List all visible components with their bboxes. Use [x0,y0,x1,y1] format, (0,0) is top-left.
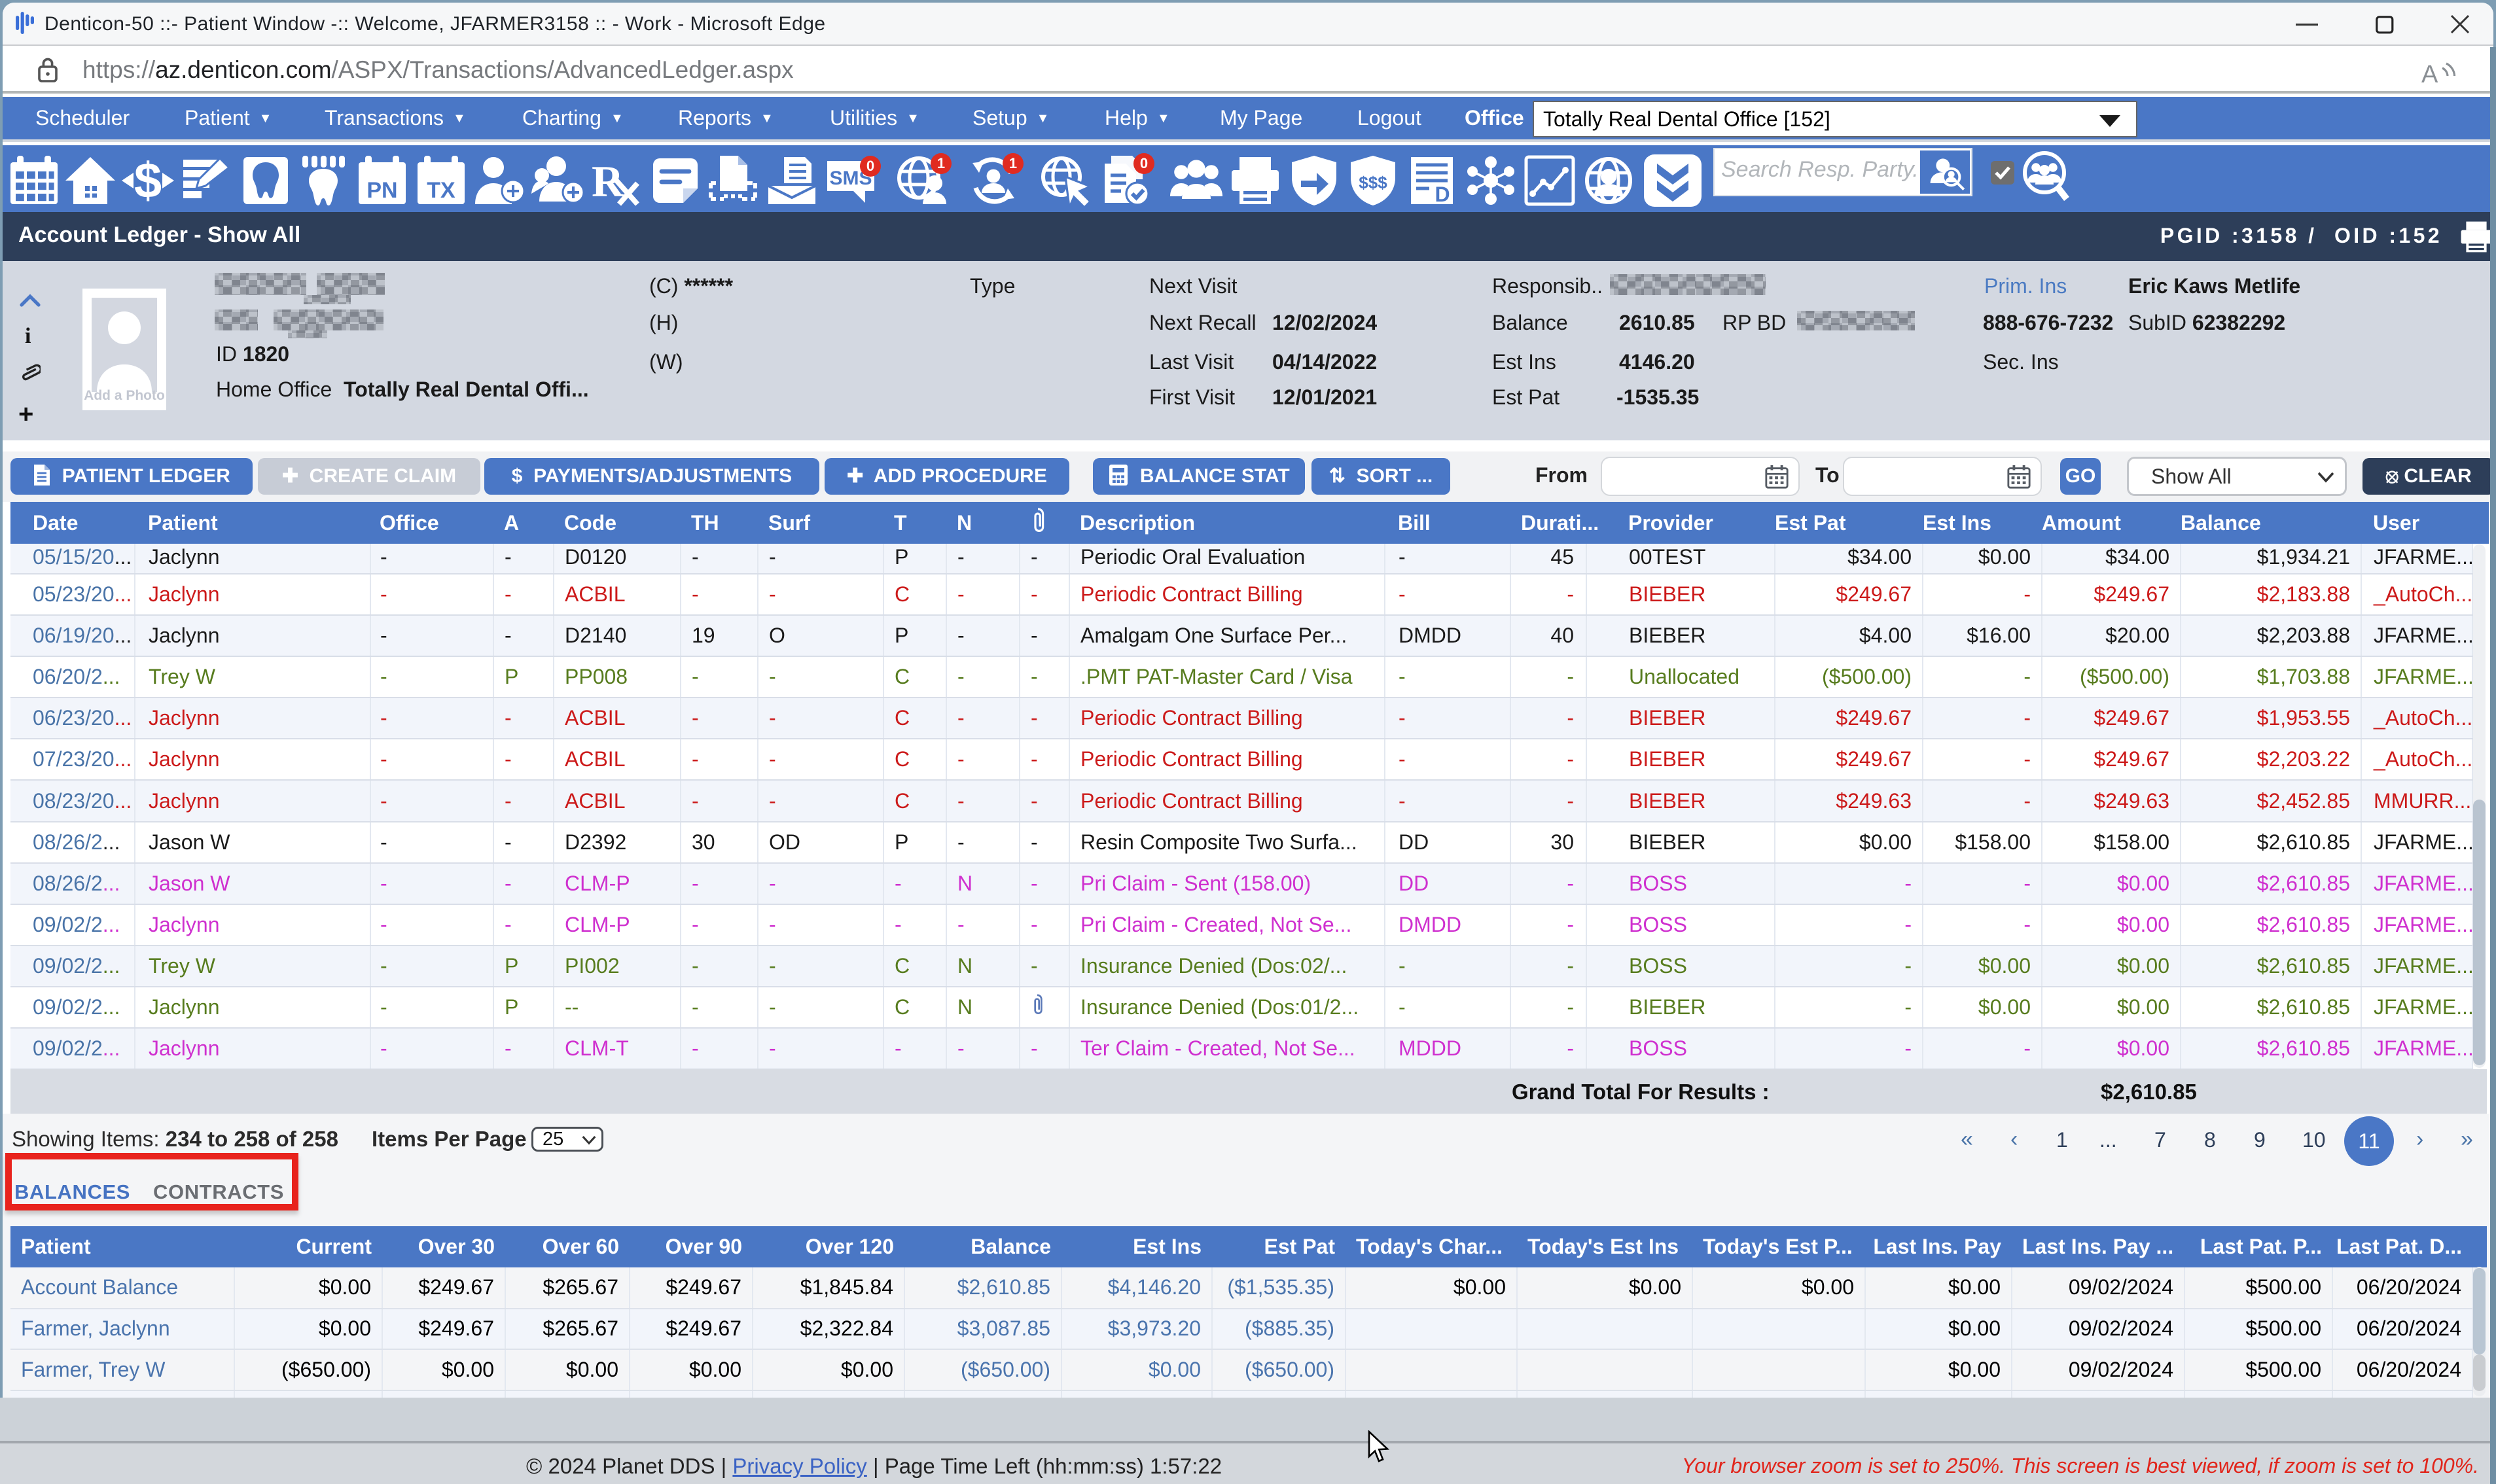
svg-text:D: D [1435,183,1450,206]
svg-text:TX: TX [427,178,455,203]
svg-text:$$$: $$$ [1359,173,1387,192]
svg-text:PN: PN [366,178,397,203]
svg-text:A: A [2421,61,2438,86]
svg-text:$: $ [134,154,162,207]
